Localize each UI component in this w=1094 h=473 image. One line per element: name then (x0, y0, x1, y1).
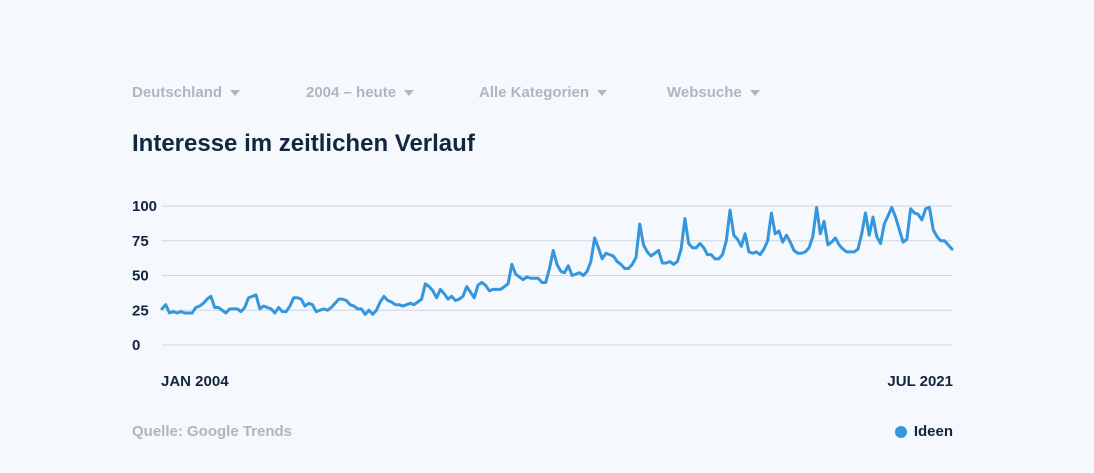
series-line-ideen (160, 205, 954, 316)
filter-searchtype-dropdown[interactable]: Websuche (667, 84, 760, 101)
source-note: Quelle: Google Trends (132, 423, 293, 440)
filter-category-label: Alle Kategorien (479, 84, 590, 101)
legend-label-ideen: Ideen (913, 423, 953, 440)
y-tick-label: 25 (132, 302, 149, 319)
filter-region-label: Deutschland (132, 84, 223, 101)
y-axis: 0 25 50 75 100 (132, 198, 157, 354)
chevron-down-icon (230, 89, 241, 96)
chevron-down-icon (597, 89, 608, 96)
chart-series (160, 205, 954, 316)
filter-category-dropdown[interactable]: Alle Kategorien (479, 84, 608, 101)
filter-region-dropdown[interactable]: Deutschland (132, 84, 241, 101)
chart-title: Interesse im zeitlichen Verlauf (132, 130, 475, 157)
chevron-down-icon (749, 89, 760, 96)
filter-timerange-dropdown[interactable]: 2004 – heute (306, 84, 415, 101)
legend-marker-ideen (894, 425, 907, 438)
y-tick-label: 0 (132, 337, 140, 354)
filter-searchtype-label: Websuche (667, 84, 742, 101)
chart-grid (162, 205, 952, 346)
x-tick-label: JAN 2004 (161, 373, 229, 390)
chart-legend: Ideen (894, 423, 953, 440)
chevron-down-icon (404, 89, 415, 96)
y-tick-label: 75 (132, 233, 149, 250)
y-tick-label: 100 (132, 198, 157, 215)
filter-timerange-label: 2004 – heute (306, 84, 397, 101)
y-tick-label: 50 (132, 268, 149, 285)
x-tick-label: JUL 2021 (887, 373, 953, 390)
x-axis: JAN 2004 JUL 2021 (161, 373, 953, 390)
